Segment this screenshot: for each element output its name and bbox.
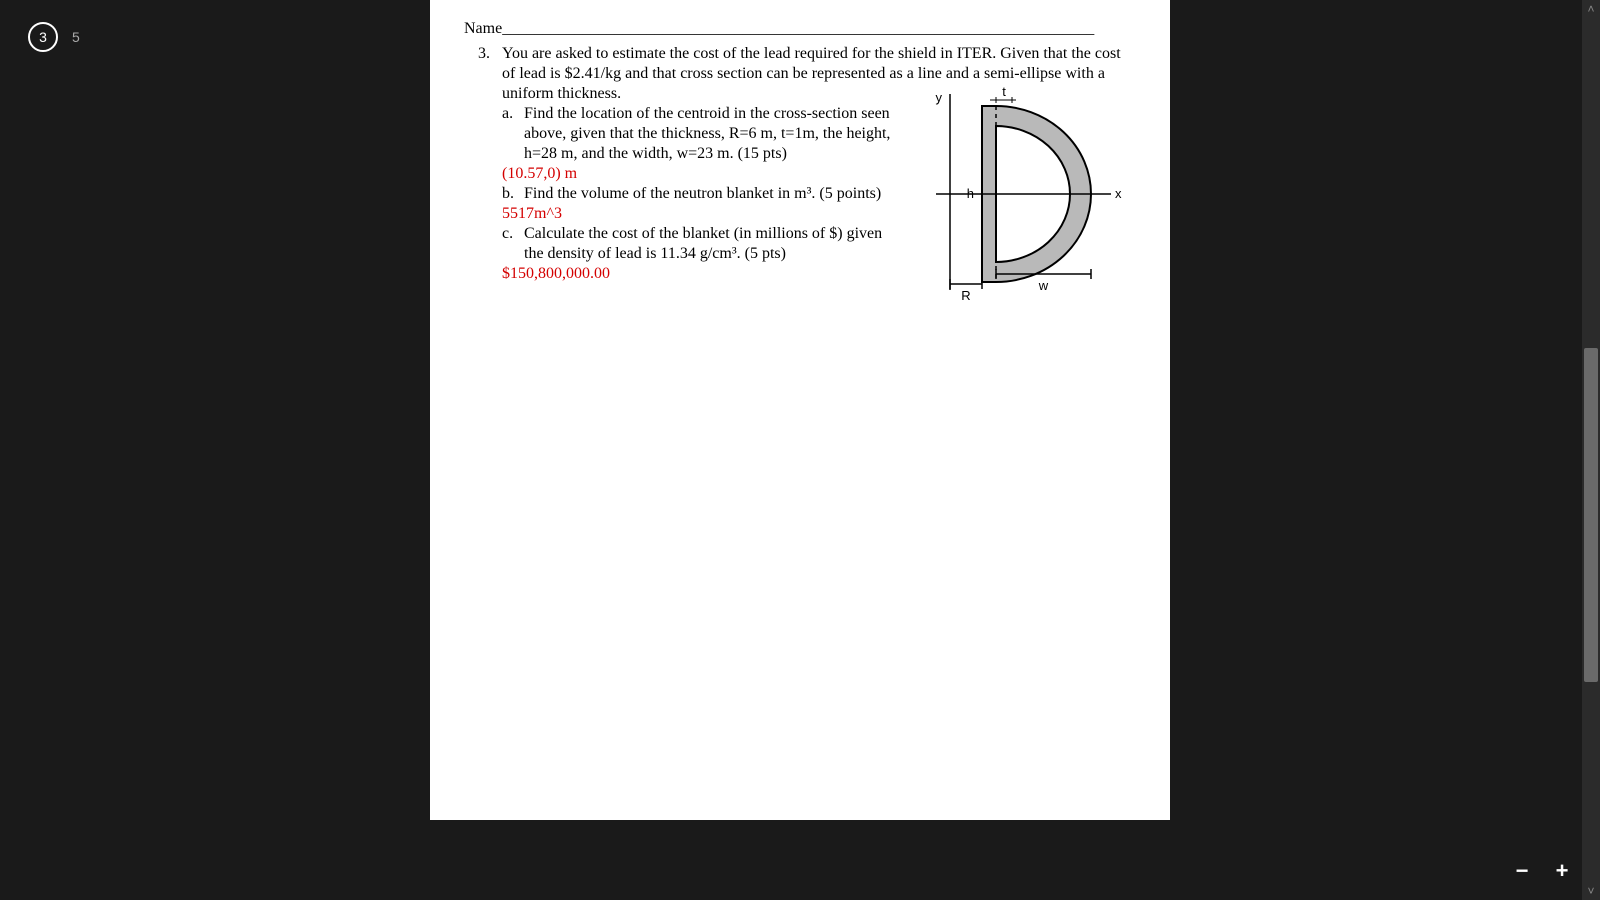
cross-section-diagram: tyxhwR [936, 94, 1136, 314]
svg-text:x: x [1115, 186, 1122, 201]
zoom-controls: − + [1512, 858, 1572, 884]
sub-text-b: Find the volume of the neutron blanket i… [524, 185, 881, 202]
name-label: Name [464, 20, 502, 37]
scroll-down-icon: ˅ [1587, 884, 1594, 898]
sub-letter-a: a. [502, 104, 513, 124]
answer-b: 5517m^3 [502, 204, 902, 224]
answer-c: $150,800,000.00 [502, 264, 902, 284]
sub-question-c: c. Calculate the cost of the blanket (in… [502, 224, 902, 264]
svg-text:y: y [936, 90, 943, 105]
current-page-indicator[interactable]: 3 [28, 22, 58, 52]
zoom-in-button[interactable]: + [1552, 858, 1572, 884]
vertical-scrollbar[interactable]: ˄ ˅ [1582, 0, 1600, 900]
sub-letter-b: b. [502, 184, 514, 204]
question-number: 3. [478, 44, 490, 64]
svg-text:w: w [1038, 278, 1049, 293]
current-page-number: 3 [39, 29, 47, 45]
sub-text-c: Calculate the cost of the blanket (in mi… [524, 225, 882, 262]
sub-question-b: b. Find the volume of the neutron blanke… [502, 184, 902, 204]
name-line: Name____________________________________… [464, 20, 1136, 38]
scroll-up-button[interactable]: ˄ [1582, 0, 1600, 18]
zoom-out-button[interactable]: − [1512, 858, 1532, 884]
svg-text:h: h [967, 186, 974, 201]
zoom-in-label: + [1556, 858, 1569, 883]
svg-text:t: t [1002, 84, 1006, 99]
answer-a: (10.57,0) m [502, 164, 902, 184]
scrollbar-thumb[interactable] [1584, 348, 1598, 682]
name-underline: ________________________________________… [502, 20, 1094, 37]
scroll-up-icon: ˄ [1587, 2, 1594, 16]
sub-question-a: a. Find the location of the centroid in … [502, 104, 902, 164]
total-pages: 5 [72, 29, 80, 45]
document-page: Name____________________________________… [430, 0, 1170, 820]
sub-letter-c: c. [502, 224, 513, 244]
question-body: You are asked to estimate the cost of th… [502, 44, 1136, 284]
page-navigator: 3 5 [28, 22, 80, 52]
zoom-out-label: − [1516, 858, 1529, 883]
svg-text:R: R [961, 288, 970, 303]
scroll-down-button[interactable]: ˅ [1582, 882, 1600, 900]
sub-text-a: Find the location of the centroid in the… [524, 105, 890, 162]
question-block: 3. You are asked to estimate the cost of… [464, 44, 1136, 284]
